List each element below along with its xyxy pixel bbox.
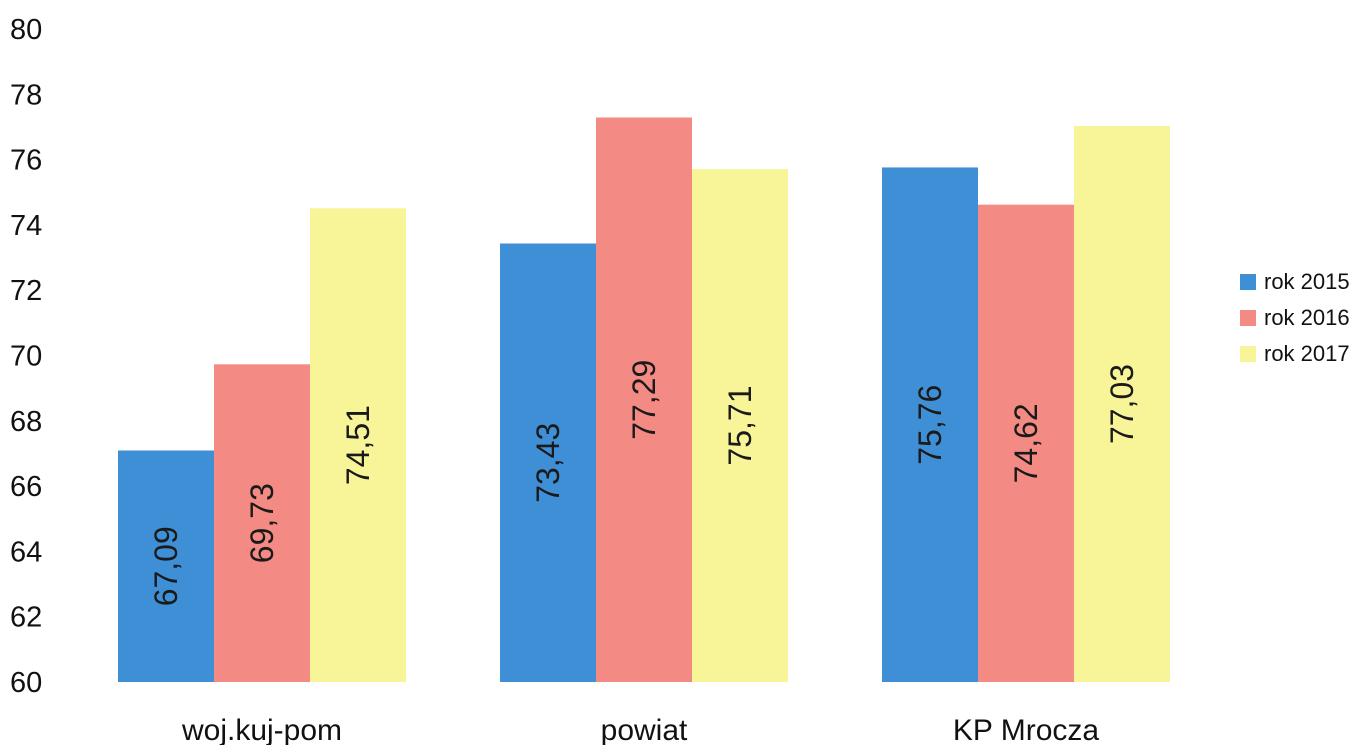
data-label-0-1: 69,73 (244, 483, 280, 563)
y-tick-label-4: 68 (10, 406, 42, 438)
y-tick-label-1: 62 (10, 602, 42, 634)
y-tick-label-0: 60 (10, 667, 42, 699)
x-axis: woj.kuj-pom powiat KP Mrocza (181, 714, 1099, 745)
legend: rok 2015 rok 2016 rok 2017 (1240, 269, 1350, 366)
bars (118, 117, 1170, 683)
bar-2-0 (882, 167, 978, 682)
y-tick-label-5: 70 (10, 341, 42, 373)
y-tick-label-2: 64 (10, 536, 42, 568)
bar-0-1 (214, 364, 310, 682)
y-tick-label-3: 66 (10, 471, 42, 503)
data-label-2-2: 77,03 (1104, 364, 1140, 444)
legend-swatch-2 (1240, 346, 1256, 362)
y-tick-label-8: 76 (10, 145, 42, 177)
data-label-2-1: 74,62 (1008, 403, 1044, 483)
y-tick-label-10: 80 (10, 14, 42, 46)
data-label-1-1: 77,29 (626, 360, 662, 440)
y-tick-label-6: 72 (10, 275, 42, 307)
legend-label-0: rok 2015 (1264, 269, 1350, 294)
legend-swatch-0 (1240, 274, 1256, 290)
data-labels: 67,09 69,73 74,51 73,43 77,29 75,71 75,76 74,62… (148, 360, 1140, 607)
legend-label-2: rok 2017 (1264, 341, 1350, 366)
bar-0-0 (118, 450, 214, 682)
x-category-label-0: woj.kuj-pom (181, 714, 342, 745)
data-label-0-0: 67,09 (148, 526, 184, 606)
y-tick-label-9: 78 (10, 79, 42, 111)
legend-swatch-1 (1240, 310, 1256, 326)
data-label-1-0: 73,43 (530, 423, 566, 503)
legend-label-1: rok 2016 (1264, 305, 1350, 330)
y-axis: 60 62 64 66 68 70 72 74 76 78 80 (10, 14, 42, 699)
bar-1-0 (500, 243, 596, 682)
bar-2-2 (1074, 125, 1170, 682)
x-category-label-2: KP Mrocza (953, 714, 1099, 745)
x-category-label-1: powiat (601, 714, 688, 745)
bar-0-2 (310, 208, 406, 682)
data-label-1-2: 75,71 (722, 385, 758, 465)
bar-2-1 (978, 204, 1074, 683)
bar-1-1 (596, 117, 692, 682)
bar-1-2 (692, 169, 788, 683)
data-label-2-0: 75,76 (912, 385, 948, 465)
y-tick-label-7: 74 (10, 210, 42, 242)
data-label-0-2: 74,51 (340, 405, 376, 485)
